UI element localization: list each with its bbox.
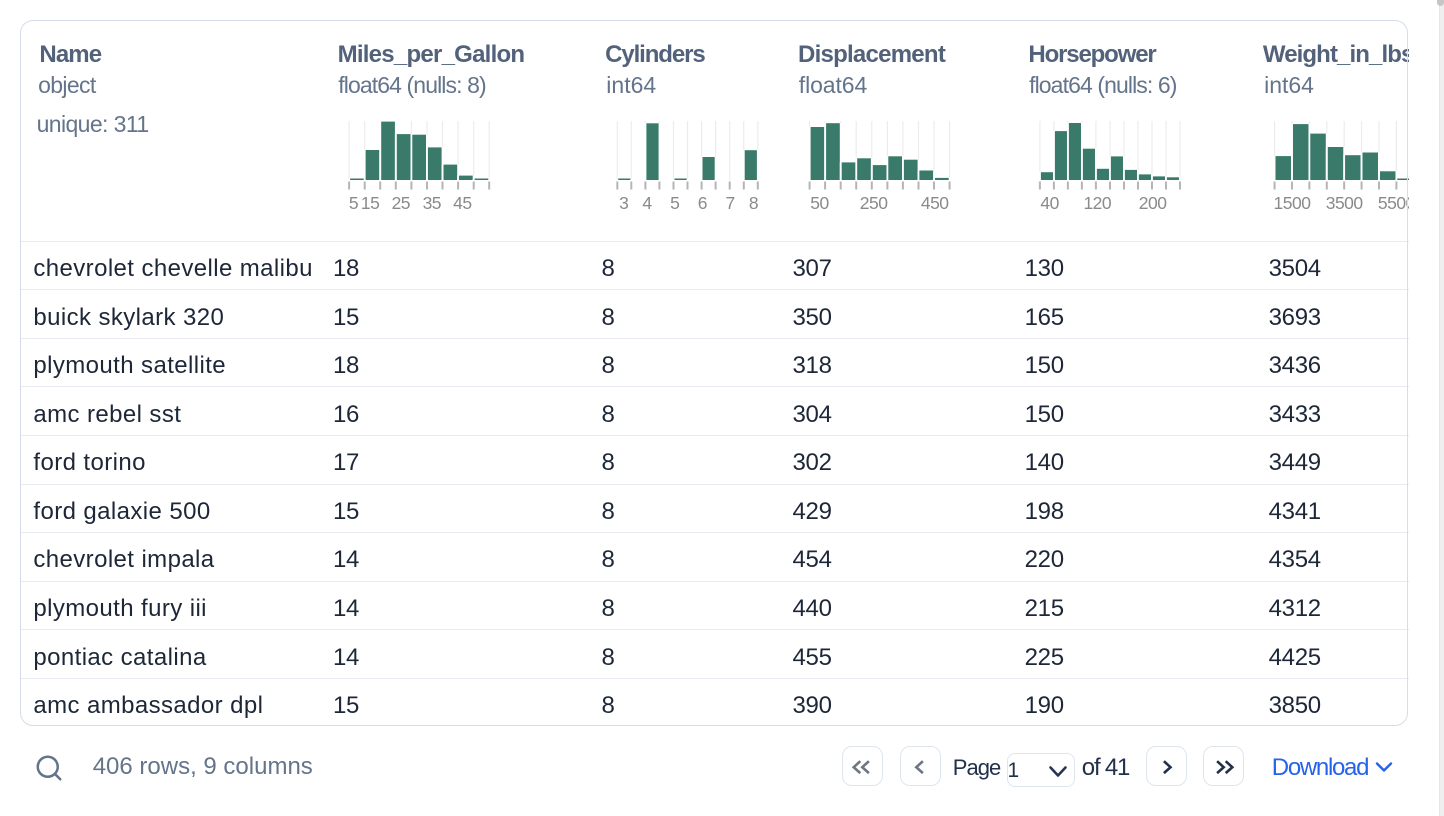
svg-text:8: 8 bbox=[749, 193, 758, 213]
svg-text:25: 25 bbox=[392, 193, 410, 213]
svg-text:4: 4 bbox=[642, 193, 652, 213]
svg-text:1500: 1500 bbox=[1274, 193, 1312, 213]
svg-text:50: 50 bbox=[810, 193, 829, 213]
svg-text:45: 45 bbox=[453, 193, 471, 213]
svg-text:120: 120 bbox=[1083, 193, 1111, 213]
svg-text:5: 5 bbox=[349, 193, 358, 213]
svg-text:6: 6 bbox=[698, 193, 707, 213]
svg-text:35: 35 bbox=[423, 193, 441, 213]
svg-text:200: 200 bbox=[1139, 193, 1167, 213]
svg-text:5: 5 bbox=[670, 193, 679, 213]
svg-text:250: 250 bbox=[860, 193, 888, 213]
svg-text:3500: 3500 bbox=[1326, 193, 1364, 213]
svg-text:15: 15 bbox=[361, 193, 379, 213]
svg-text:40: 40 bbox=[1040, 193, 1059, 213]
svg-text:7: 7 bbox=[725, 193, 734, 213]
svg-text:450: 450 bbox=[921, 193, 949, 213]
svg-text:5500: 5500 bbox=[1378, 193, 1409, 213]
svg-text:3: 3 bbox=[619, 193, 628, 213]
